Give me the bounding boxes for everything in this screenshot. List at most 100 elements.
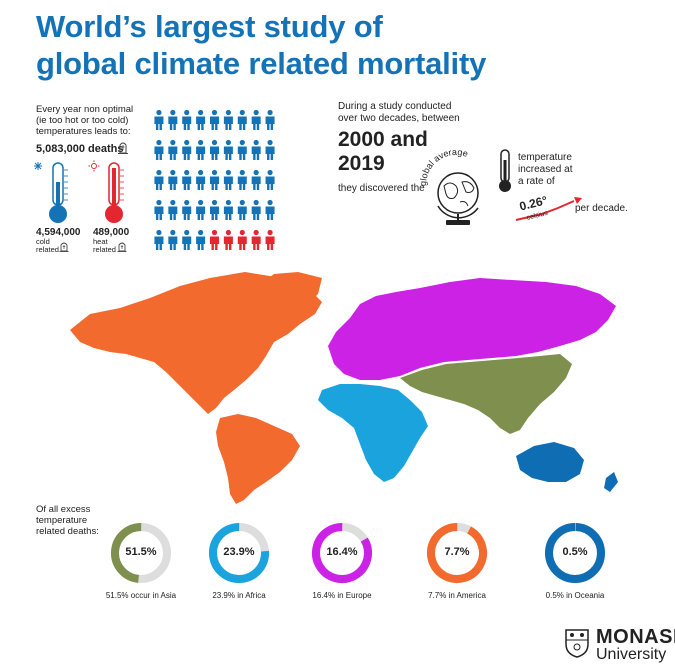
intro-line-3: temperatures leads to: [36, 126, 131, 137]
logo-name: MONASH [596, 626, 675, 648]
region-donuts: 51.5% 51.5% occur in Asia 23.9% 23.9% in… [0, 520, 675, 610]
heat-value: 489,000 [93, 227, 130, 238]
title-line-2: global climate related mortality [36, 46, 487, 81]
person-icon-cold [154, 169, 164, 190]
map-south-america [216, 414, 300, 504]
person-icon-cold [182, 139, 192, 160]
map-greenland [250, 272, 322, 314]
tombstone-icon [59, 242, 69, 252]
person-icon-cold [265, 169, 275, 190]
person-icon-cold [196, 169, 206, 190]
thermometer-icon [499, 149, 511, 192]
people-grid [154, 109, 275, 250]
hot-thermometer-icon [88, 160, 124, 223]
person-icon-cold [237, 139, 247, 160]
temp-line-3: a rate of [518, 176, 555, 187]
donut-asia: 51.5% 51.5% occur in Asia [86, 520, 196, 600]
temperature-text: temperature increased at a rate of [518, 152, 572, 188]
donut-asia-caption: 51.5% occur in Asia [105, 591, 177, 600]
donut-arc [209, 523, 269, 583]
cold-label-2: related [36, 245, 59, 254]
donut-europe: 16.4% 16.4% in Europe [287, 520, 397, 600]
svg-text:global average: global average [420, 147, 469, 186]
person-icon-cold [265, 109, 275, 130]
person-icon-cold [168, 109, 178, 130]
person-icon-cold [154, 229, 164, 250]
map-europe [328, 278, 616, 380]
donut-africa-caption: 23.9% in Africa [212, 591, 266, 600]
heat-stat: 489,000 heat related [93, 227, 129, 254]
map-africa [318, 384, 428, 482]
donut-oceania: 0.5% 0.5% in Oceania [520, 520, 630, 600]
person-icon-cold [237, 199, 247, 220]
globe-icon: global average [420, 147, 479, 225]
donut-africa-pct: 23.9% [223, 546, 255, 558]
person-icon-cold [210, 169, 219, 190]
donut-asia-ring [111, 523, 171, 583]
person-icon-cold [251, 109, 261, 130]
person-icon-cold [223, 139, 233, 160]
share-line-3: related deaths: [36, 526, 99, 537]
person-icon-cold [265, 199, 275, 220]
person-icon-cold [251, 199, 261, 220]
person-icon-cold [223, 169, 233, 190]
world-map [70, 272, 618, 504]
person-icon-cold [182, 109, 192, 130]
donut-arc [545, 522, 605, 583]
temp-line-1: temperature [518, 152, 572, 163]
total-deaths: 5,083,000 deaths [36, 143, 124, 155]
person-icon-cold [182, 229, 192, 250]
discovered-text: they discovered the [338, 183, 425, 194]
cold-thermometer-icon [34, 162, 68, 223]
person-icon-cold [223, 199, 233, 220]
person-icon-cold [154, 199, 164, 220]
snowflake-icon [34, 162, 42, 170]
donut-arc [427, 523, 487, 583]
years-line-1: 2000 and [338, 128, 428, 151]
person-icon-heat [223, 229, 233, 250]
person-icon-cold [251, 139, 261, 160]
cold-stat: 4,594,000 cold related [36, 227, 81, 254]
globe-label: global average [420, 147, 469, 186]
years-line-2: 2019 [338, 152, 385, 175]
donut-oceania-caption: 0.5% in Oceania [545, 591, 605, 600]
person-icon-cold [154, 109, 164, 130]
person-icon-cold [210, 109, 219, 130]
person-icon-cold [168, 199, 178, 220]
person-icon-heat [251, 229, 261, 250]
person-icon-cold [196, 109, 206, 130]
study-line-2: over two decades, between [338, 113, 460, 124]
study-years: 2000 and 2019 [338, 128, 428, 176]
person-icon-cold [168, 169, 178, 190]
tombstone-icon [118, 142, 128, 154]
share-line-1: Of all excess [36, 504, 91, 515]
person-icon-cold [196, 139, 206, 160]
person-icon-heat [210, 229, 219, 250]
person-icon-heat [237, 229, 247, 250]
study-line-1: During a study conducted [338, 101, 452, 112]
temp-line-2: increased at [518, 164, 573, 175]
person-icon-cold [237, 109, 247, 130]
person-icon-cold [168, 229, 178, 250]
donut-america-ring [427, 523, 487, 583]
donut-europe-caption: 16.4% in Europe [312, 591, 372, 600]
intro-text: Every year non optimal (ie too hot or to… [36, 104, 151, 137]
donut-arc [111, 523, 171, 583]
rate-arrow-icon [515, 197, 582, 221]
map-new-zealand [604, 472, 618, 492]
person-icon-cold [182, 169, 192, 190]
map-asia [400, 354, 572, 434]
donut-africa: 23.9% 23.9% in Africa [184, 520, 294, 600]
person-icon-cold [251, 169, 261, 190]
donut-asia-pct: 51.5% [125, 546, 157, 558]
donut-africa-ring [209, 523, 269, 583]
map-oceania [516, 442, 584, 482]
person-icon-cold [210, 139, 219, 160]
share-line-2: temperature [36, 515, 88, 526]
person-icon-cold [223, 109, 233, 130]
person-icon-cold [196, 199, 206, 220]
monash-crest-icon [565, 629, 589, 658]
donut-america: 7.7% 7.7% in America [402, 520, 512, 600]
person-icon-cold [265, 139, 275, 160]
page-title: World’s largest study of global climate … [36, 8, 656, 82]
